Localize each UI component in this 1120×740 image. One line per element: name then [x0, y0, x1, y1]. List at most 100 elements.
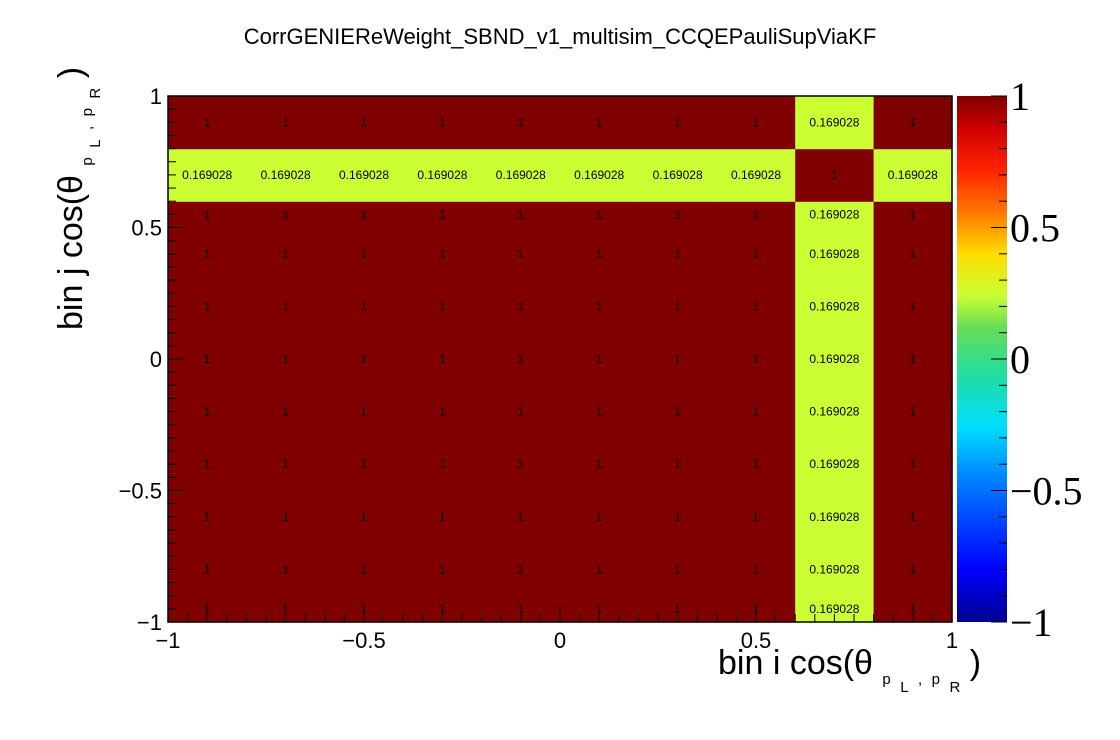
cell-value-label: 1 [909, 247, 916, 261]
cell-value-label: 1 [439, 207, 446, 221]
heatmap-cell [403, 201, 483, 229]
heatmap-cell [481, 543, 561, 597]
heatmap-cell [481, 148, 561, 202]
cell-value-label: 1 [361, 405, 368, 419]
heatmap-cell [246, 385, 326, 439]
cell-value-label: 1 [439, 405, 446, 419]
heatmap-cell [324, 437, 404, 492]
heatmap-cell [638, 543, 718, 597]
cell-value-label: 1 [753, 405, 760, 419]
cell-value-label: 1 [909, 405, 916, 419]
heatmap-cell [795, 437, 875, 492]
heatmap-cell [246, 148, 326, 202]
heatmap-cell [638, 385, 718, 439]
cell-value-label: 1 [517, 299, 524, 313]
cell-value-label: 0.169028 [809, 602, 859, 616]
cell-value-label: 1 [361, 352, 368, 366]
cell-value-label: 1 [361, 247, 368, 261]
cell-value-label: 1 [596, 207, 603, 221]
heatmap-cell [324, 332, 404, 386]
heatmap-cell [324, 148, 404, 202]
heatmap-cell [560, 96, 639, 150]
y-axis-title-suffix: ) [52, 67, 90, 78]
heatmap-cell [403, 385, 483, 439]
y-axis-title: bin j cos(θ p L , p R ) [52, 67, 108, 330]
heatmap-cell [716, 385, 796, 439]
cell-value-label: 1 [909, 115, 916, 129]
heatmap-cell [716, 227, 796, 281]
heatmap-cell [403, 332, 483, 386]
heatmap-cell [246, 543, 326, 597]
cell-value-label: 1 [517, 562, 524, 576]
heatmap-cell [716, 332, 796, 386]
heatmap-cell [560, 201, 639, 229]
cell-value-label: 1 [282, 510, 289, 524]
cell-value-label: 1 [282, 405, 289, 419]
heatmap-cell [873, 385, 953, 439]
cell-value-label: 0.169028 [809, 299, 859, 313]
heatmap-cell [716, 201, 796, 229]
cell-value-label: 1 [753, 299, 760, 313]
y-axis-title-prefix: bin j cos(θ [52, 175, 90, 330]
x-tick-label: −1 [155, 628, 180, 653]
heatmap-cell [560, 437, 639, 492]
heatmap-cell [795, 148, 875, 202]
heatmap-cell [481, 201, 561, 229]
x-tick-label: 0 [554, 628, 566, 653]
heatmap-cell [403, 148, 483, 202]
cell-value-label: 1 [204, 207, 211, 221]
cell-value-label: 0.169028 [888, 168, 938, 182]
heatmap-cell [873, 201, 953, 229]
heatmap-cell [638, 201, 718, 229]
heatmap-cell [716, 437, 796, 492]
palette-tick-label: 0.5 [1010, 206, 1060, 251]
x-axis-title-sub1-sub: L [900, 679, 908, 696]
heatmap-cell [873, 437, 953, 492]
cell-value-label: 1 [753, 562, 760, 576]
cell-value-label: 1 [361, 115, 368, 129]
heatmap-cell [403, 543, 483, 597]
cell-value-label: 1 [361, 562, 368, 576]
palette-tick-label: 1 [1010, 74, 1030, 119]
heatmap-cell [795, 490, 875, 544]
heatmap-cell [246, 227, 326, 281]
heatmap-cell [873, 227, 953, 281]
x-axis-title-suffix: ) [970, 644, 981, 682]
y-axis-title-comma: , [79, 126, 96, 130]
x-axis-title-sub2: p [932, 671, 940, 688]
cell-value-label: 1 [753, 207, 760, 221]
heatmap-cell [481, 280, 561, 334]
cell-value-label: 1 [517, 457, 524, 471]
heatmap-cell [481, 490, 561, 544]
cell-value-label: 1 [753, 510, 760, 524]
cell-value-label: 1 [517, 352, 524, 366]
y-tick-label: −0.5 [119, 479, 162, 504]
cell-value-label: 0.169028 [417, 168, 467, 182]
heatmap-cell [481, 227, 561, 281]
heatmap-cell [873, 280, 953, 334]
heatmap-cell [403, 437, 483, 492]
cell-value-label: 0.169028 [496, 168, 546, 182]
heatmap-cell [873, 96, 953, 150]
heatmap-cell [481, 437, 561, 492]
cell-value-label: 1 [674, 405, 681, 419]
y-axis-title-sub1: p [79, 157, 96, 165]
heatmap-cell [324, 385, 404, 439]
heatmap-cell [168, 437, 247, 492]
cell-value-label: 1 [596, 602, 603, 616]
heatmap-cell [716, 490, 796, 544]
y-tick-label: 0 [150, 347, 162, 372]
heatmap-cell [168, 543, 247, 597]
heatmap-cell [168, 280, 247, 334]
cell-value-label: 0.169028 [809, 562, 859, 576]
heatmap-cell [246, 332, 326, 386]
heatmap-cell [795, 96, 875, 150]
cell-value-label: 1 [204, 602, 211, 616]
cell-value-label: 0.169028 [809, 510, 859, 524]
heatmap-cell [168, 148, 247, 202]
cell-value-label: 1 [517, 115, 524, 129]
y-tick-label: 0.5 [131, 216, 162, 241]
cell-value-label: 1 [909, 457, 916, 471]
heatmap-cell [481, 385, 561, 439]
heatmap-cell [560, 385, 639, 439]
